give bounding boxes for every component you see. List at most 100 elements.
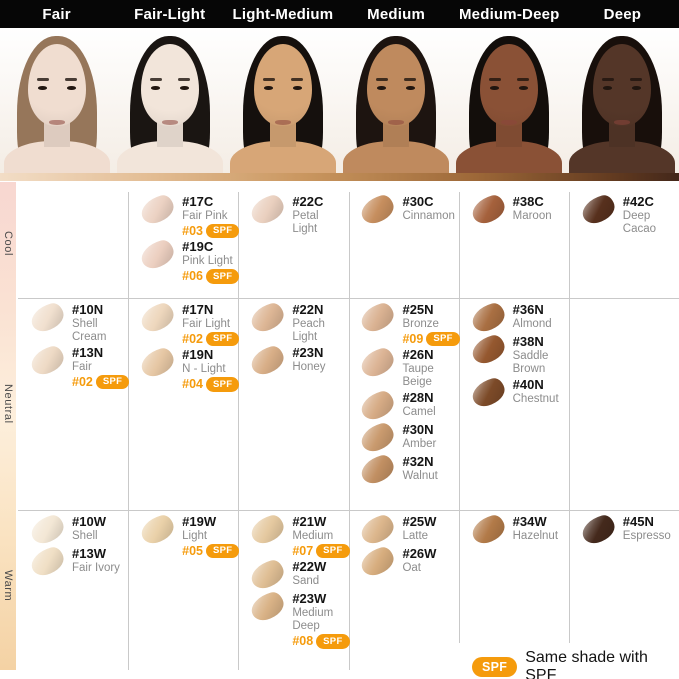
shade-swatch-icon	[358, 453, 398, 487]
shade-swatch-icon	[138, 346, 177, 380]
shade-name: Fair Light	[182, 317, 231, 330]
shade-swatch-icon	[358, 192, 398, 227]
eye-shape	[292, 86, 302, 90]
shade-code: #22C	[292, 194, 324, 209]
shade-entry: #22N Peach Light	[248, 300, 346, 344]
shade-swatch-icon	[358, 300, 398, 335]
shade-code: #25N	[402, 302, 434, 317]
shade-entry: #10W Shell	[28, 512, 126, 547]
category-label-medium: Medium	[367, 5, 425, 23]
shade-swatch-icon	[248, 343, 288, 377]
model-photo-medium-deep	[452, 28, 566, 173]
shade-code: #13N	[72, 344, 104, 360]
shade-code: #17N	[182, 302, 214, 317]
shade-entry: #19W Light #05 SPF	[138, 512, 240, 559]
shade-swatch-icon	[468, 332, 508, 367]
depth-category-header: Fair Fair-Light Light-Medium Medium Medium-D…	[0, 0, 679, 28]
shade-code: #21W	[292, 514, 327, 529]
model-photo-light-medium	[226, 28, 340, 173]
brow-shape	[36, 78, 49, 81]
shade-entry: #22C Petal Light	[248, 192, 346, 236]
model-photo-deep	[565, 28, 679, 173]
shade-spf-variant: #05 SPF	[182, 543, 240, 559]
shade-swatch-icon	[468, 300, 508, 335]
shade-entry: #23N Honey	[248, 343, 346, 377]
face-shape	[253, 44, 312, 126]
shade-name: Cinnamon	[402, 209, 455, 222]
shade-rows: #17C Fair Pink #03 SPF #19C Pink Light #06 SPF #…	[18, 190, 679, 671]
shade-cell: #10W Shell #13W Fair Ivory	[18, 510, 128, 671]
shade-swatch-icon	[248, 558, 288, 592]
shade-name: Medium	[292, 529, 334, 542]
shade-cell: #17N Fair Light #02 SPF #19N N - Light #04 SPF	[128, 298, 240, 510]
shade-entry: #26N Taupe Beige	[358, 346, 456, 389]
shade-entry: #45N Espresso	[578, 512, 677, 547]
shade-spf-variant: #09 SPF	[402, 331, 460, 347]
shade-entry: #38C Maroon	[468, 192, 567, 227]
brow-shape	[489, 78, 502, 81]
shade-name: Walnut	[402, 470, 438, 483]
shade-swatch-icon	[358, 421, 398, 455]
shade-code: #36N	[512, 302, 544, 317]
model-photo-medium	[339, 28, 453, 173]
shade-code: #38C	[512, 194, 544, 209]
face-shape	[27, 44, 86, 126]
shade-name: Camel	[402, 406, 436, 419]
lips-shape	[388, 120, 405, 125]
shade-cell: #30C Cinnamon	[348, 190, 458, 298]
spf-badge: SPF	[206, 269, 240, 284]
shade-entry: #19C Pink Light #06 SPF	[138, 238, 240, 284]
shade-spf-variant: #06 SPF	[182, 269, 240, 284]
face-shape	[140, 44, 199, 126]
model-photo-fair	[0, 28, 114, 173]
shade-entry: #13N Fair #02 SPF	[28, 343, 130, 390]
shade-name: Medium Deep	[292, 607, 334, 633]
shade-entry: #21W Medium #07 SPF	[248, 512, 350, 559]
shade-code: #23W	[292, 591, 327, 607]
shade-entry: #10N Shell Cream	[28, 300, 126, 344]
shade-swatch-icon	[248, 590, 288, 624]
category-label-deep: Deep	[603, 5, 642, 23]
brow-shape	[177, 78, 190, 81]
eye-shape	[490, 86, 500, 90]
shade-code: #30N	[402, 422, 434, 438]
brow-shape	[64, 78, 77, 81]
shade-entry: #30C Cinnamon	[358, 192, 456, 227]
model-photo-fair-light	[113, 28, 227, 173]
brow-shape	[376, 78, 389, 81]
shade-cell: #42C Deep Cacao	[569, 190, 679, 298]
shade-code: #25W	[402, 514, 437, 529]
shade-swatch-icon	[28, 343, 67, 377]
brow-shape	[290, 78, 303, 81]
shade-swatch-icon	[468, 375, 508, 409]
shade-name: Shell	[72, 529, 98, 542]
shade-swatch-icon	[28, 544, 67, 579]
lips-shape	[48, 120, 65, 125]
shade-code: #10W	[72, 514, 106, 529]
shade-cell: #10N Shell Cream #13N Fair #02 SPF	[18, 298, 130, 510]
shade-entry: #17C Fair Pink #03 SPF	[138, 192, 240, 239]
shade-grid: #17C Fair Pink #03 SPF #19C Pink Light #06 SPF #…	[18, 190, 679, 671]
shade-code: #22N	[292, 302, 324, 317]
tone-row-cool: #17C Fair Pink #03 SPF #19C Pink Light #06 SPF #…	[18, 190, 679, 298]
grid-hline	[18, 298, 679, 299]
brow-shape	[149, 78, 162, 81]
shade-name: Sand	[292, 575, 320, 588]
shade-entry: #36N Almond	[468, 300, 567, 335]
shade-name: N - Light	[182, 363, 226, 376]
shade-name: Peach Light	[292, 317, 325, 343]
eye-shape	[406, 86, 416, 90]
grid-vline	[349, 192, 350, 670]
shade-name: Almond	[512, 317, 552, 330]
shade-swatch-icon	[578, 512, 618, 547]
shade-cell: #22N Peach Light #23N Honey	[238, 298, 348, 510]
eye-shape	[37, 86, 47, 90]
grid-vline	[238, 192, 239, 670]
shade-name: Light	[182, 529, 208, 542]
shade-cell: #19W Light #05 SPF	[128, 510, 240, 671]
spf-badge: SPF	[426, 331, 460, 347]
shade-code: #19N	[182, 347, 214, 363]
shade-name: Fair Pink	[182, 209, 228, 222]
shade-cell	[18, 190, 128, 298]
